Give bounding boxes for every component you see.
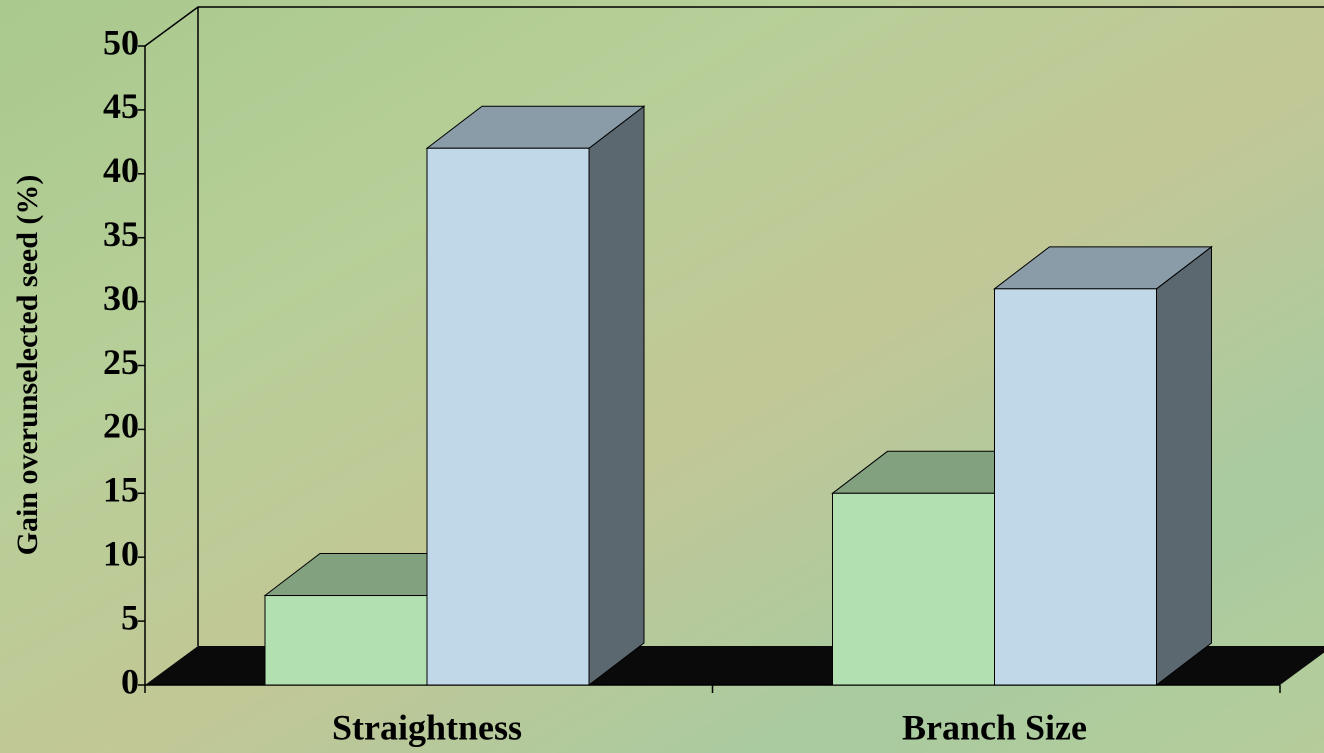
y-tick-label: 25 <box>103 342 139 382</box>
y-tick-label: 50 <box>103 22 139 62</box>
y-tick-label: 5 <box>121 597 139 637</box>
y-tick-label: 45 <box>103 86 139 126</box>
y-tick-label: 20 <box>103 406 139 446</box>
y-tick-label: 35 <box>103 214 139 254</box>
bar <box>832 492 995 686</box>
y-tick-label: 40 <box>103 150 139 190</box>
y-tick-label: 0 <box>121 661 139 701</box>
y-tick-label: 10 <box>103 533 139 573</box>
y-axis-label: Gain overunselected seed (%) <box>11 175 44 556</box>
y-tick-label: 15 <box>103 470 139 510</box>
bar-side <box>588 105 645 687</box>
bar <box>264 595 428 686</box>
x-tick-label: Straightness <box>332 707 522 747</box>
y-tick-label: 30 <box>103 278 139 318</box>
x-tick-label: Branch Size <box>902 707 1087 747</box>
bar <box>994 288 1157 686</box>
plot: 0 5 10 15 20 25 30 35 40 45 50 <box>103 6 1324 701</box>
bar <box>426 147 590 686</box>
bar-side <box>1156 245 1212 687</box>
